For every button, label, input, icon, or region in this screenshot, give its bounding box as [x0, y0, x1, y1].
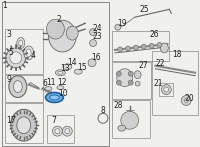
Bar — [159, 83, 173, 96]
Circle shape — [6, 48, 26, 68]
Circle shape — [90, 29, 97, 36]
Text: 3: 3 — [6, 30, 11, 39]
Text: 4: 4 — [30, 51, 35, 60]
Ellipse shape — [19, 40, 23, 46]
Bar — [112, 62, 151, 100]
Circle shape — [116, 80, 121, 85]
Ellipse shape — [58, 71, 63, 74]
Ellipse shape — [118, 125, 126, 131]
Ellipse shape — [24, 46, 34, 60]
Text: 23: 23 — [92, 32, 102, 41]
Circle shape — [10, 52, 22, 64]
Text: 9: 9 — [6, 75, 11, 84]
Bar — [2, 2, 109, 146]
Ellipse shape — [57, 86, 64, 90]
Circle shape — [128, 80, 133, 85]
Text: 24: 24 — [92, 24, 102, 33]
Ellipse shape — [49, 20, 76, 52]
Ellipse shape — [134, 71, 141, 79]
Text: 25: 25 — [140, 5, 149, 14]
Circle shape — [141, 44, 146, 49]
Ellipse shape — [160, 43, 168, 53]
Ellipse shape — [74, 69, 82, 74]
Ellipse shape — [26, 49, 31, 57]
Ellipse shape — [55, 70, 65, 76]
Text: 7: 7 — [51, 116, 56, 125]
Bar — [47, 115, 74, 143]
Text: 12: 12 — [58, 78, 67, 87]
Circle shape — [126, 46, 130, 51]
Text: 10: 10 — [59, 89, 68, 98]
Text: 14: 14 — [67, 58, 77, 67]
Text: 26: 26 — [150, 30, 159, 39]
Text: 27: 27 — [139, 61, 148, 70]
Ellipse shape — [117, 69, 133, 87]
Ellipse shape — [11, 109, 37, 141]
Ellipse shape — [135, 81, 140, 86]
Ellipse shape — [161, 85, 171, 95]
Text: 18: 18 — [172, 50, 182, 59]
Text: 11: 11 — [46, 78, 55, 87]
Ellipse shape — [55, 129, 60, 134]
Text: 28: 28 — [113, 101, 123, 110]
Circle shape — [88, 59, 96, 67]
Text: 22: 22 — [156, 59, 165, 68]
Text: 17: 17 — [6, 116, 16, 125]
Circle shape — [115, 24, 121, 30]
Ellipse shape — [65, 129, 70, 134]
Ellipse shape — [49, 95, 59, 100]
Text: 16: 16 — [91, 53, 101, 62]
Ellipse shape — [52, 126, 62, 136]
Text: 6: 6 — [42, 79, 47, 88]
Circle shape — [118, 47, 123, 52]
Ellipse shape — [45, 87, 52, 91]
Ellipse shape — [47, 19, 64, 39]
Text: 1: 1 — [3, 1, 7, 10]
Text: 19: 19 — [117, 19, 127, 28]
Ellipse shape — [63, 64, 72, 70]
Text: 2: 2 — [56, 15, 61, 24]
Circle shape — [184, 98, 188, 102]
Circle shape — [116, 71, 121, 76]
Circle shape — [157, 42, 162, 47]
Circle shape — [133, 45, 138, 50]
Ellipse shape — [66, 26, 78, 40]
Ellipse shape — [17, 38, 25, 49]
Ellipse shape — [17, 117, 31, 134]
Circle shape — [128, 71, 133, 76]
Bar — [5, 75, 43, 102]
Text: 5: 5 — [8, 48, 13, 57]
Circle shape — [90, 40, 97, 46]
Circle shape — [181, 96, 191, 105]
Text: 21: 21 — [154, 79, 163, 88]
Text: 20: 20 — [184, 94, 194, 103]
Text: 15: 15 — [77, 63, 87, 72]
Text: 8: 8 — [101, 106, 105, 115]
Bar — [5, 103, 43, 143]
Ellipse shape — [13, 81, 22, 92]
Bar — [5, 29, 43, 74]
Bar — [112, 31, 169, 61]
Ellipse shape — [164, 87, 169, 92]
Ellipse shape — [9, 76, 27, 97]
Bar — [112, 100, 150, 138]
Ellipse shape — [46, 92, 63, 102]
Ellipse shape — [121, 111, 139, 129]
Bar — [152, 51, 198, 115]
Circle shape — [149, 43, 154, 48]
Ellipse shape — [62, 126, 72, 136]
Text: 13: 13 — [61, 64, 70, 73]
